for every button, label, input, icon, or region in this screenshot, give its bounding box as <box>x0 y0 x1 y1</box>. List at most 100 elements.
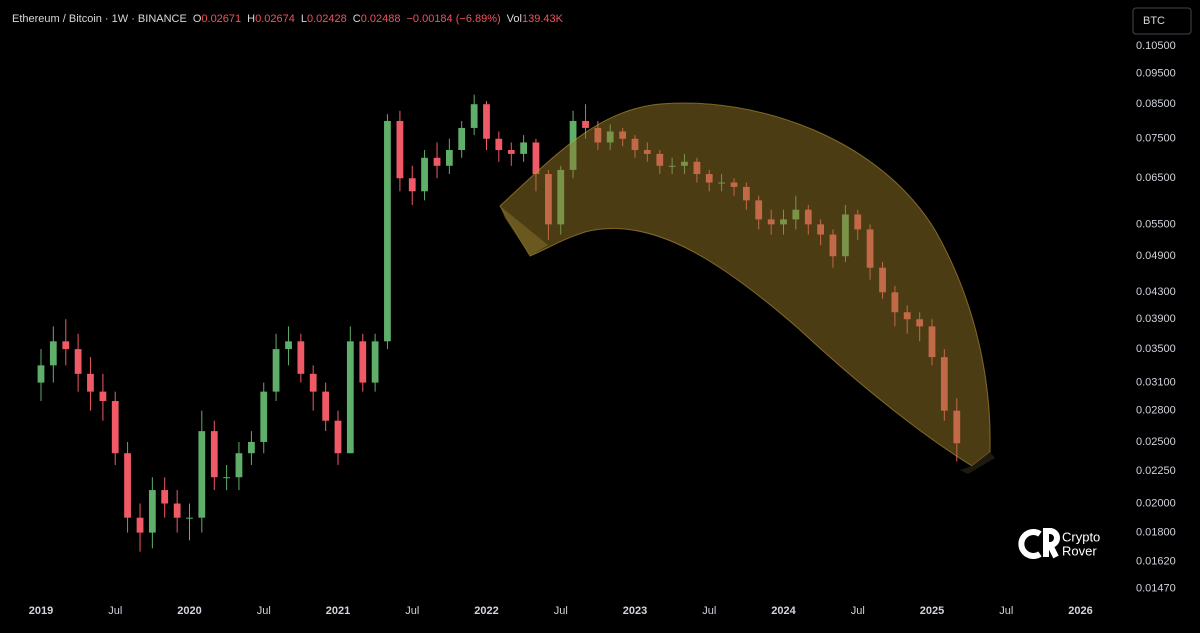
y-tick-label: 0.04900 <box>1136 250 1176 262</box>
x-tick-label: 2021 <box>326 605 350 617</box>
x-tick-label: 2023 <box>623 605 647 617</box>
logo-c <box>1018 529 1042 559</box>
candle-body <box>470 104 478 128</box>
candle-body <box>260 391 268 442</box>
x-tick-label: Jul <box>851 605 865 617</box>
candle-body <box>458 127 466 151</box>
banana-drawing <box>499 102 995 474</box>
candle-body <box>148 490 156 533</box>
y-tick-label: 0.02500 <box>1136 436 1176 448</box>
ohlc-value: 0.02488 <box>361 13 401 25</box>
ohlc-value: 0.02671 <box>201 13 241 25</box>
y-tick-label: 0.07500 <box>1136 133 1176 145</box>
y-tick-label: 0.09500 <box>1136 67 1176 79</box>
x-tick-label: Jul <box>702 605 716 617</box>
x-tick-label: Jul <box>554 605 568 617</box>
candle-body <box>111 400 119 454</box>
candle-body <box>235 453 243 478</box>
y-tick-label: 0.01800 <box>1136 527 1176 539</box>
x-tick-label: Jul <box>257 605 271 617</box>
candle-body <box>99 391 107 401</box>
change: −0.00184 (−6.89%) <box>406 13 500 25</box>
volume-label: Vol <box>507 13 522 25</box>
ohlc-value: 0.02428 <box>307 13 347 25</box>
candle-body <box>49 341 57 366</box>
candle-body <box>74 349 82 374</box>
candle-body <box>371 341 379 383</box>
y-tick-label: 0.04300 <box>1136 286 1176 298</box>
x-tick-label: Jul <box>108 605 122 617</box>
y-tick-label: 0.02000 <box>1136 497 1176 509</box>
candle-body <box>334 420 342 454</box>
y-tick-label: 0.06500 <box>1136 172 1176 184</box>
x-tick-label: 2024 <box>771 605 796 617</box>
chart-header: Ethereum / Bitcoin · 1W · BINANCE O0.0267… <box>12 13 564 25</box>
candle-body <box>297 341 305 374</box>
candle-body <box>483 104 490 139</box>
candle-body <box>87 373 94 392</box>
candle-body <box>408 178 416 192</box>
candle-body <box>248 441 255 454</box>
watermark-logo: Crypto Rover <box>1018 528 1100 559</box>
x-tick-label: 2022 <box>474 605 498 617</box>
y-tick-label: 0.10500 <box>1136 40 1176 52</box>
y-tick-label: 0.08500 <box>1136 98 1176 110</box>
candle-body <box>359 341 367 383</box>
candle-body <box>173 503 181 518</box>
candle-body <box>396 120 404 179</box>
candle-body <box>186 517 193 519</box>
candle-body <box>433 157 441 166</box>
y-tick-label: 0.05500 <box>1136 218 1176 230</box>
candle-body <box>520 142 528 154</box>
y-tick-label: 0.01470 <box>1136 582 1176 594</box>
x-tick-label: 2020 <box>177 605 201 617</box>
ohlc-label: H <box>247 13 255 25</box>
ohlc-value: 0.02674 <box>255 13 295 25</box>
watermark-text: Crypto <box>1062 529 1100 544</box>
candle-body <box>532 142 540 175</box>
candle-body <box>198 431 206 518</box>
y-tick-label: 0.01620 <box>1136 556 1176 568</box>
y-tick-label: 0.02250 <box>1136 465 1176 477</box>
candle-body <box>136 517 144 533</box>
candle-body <box>322 391 330 421</box>
candle-body <box>384 120 391 342</box>
banana-stem <box>500 206 548 256</box>
candle-body <box>272 349 280 392</box>
candle-body <box>309 373 317 392</box>
logo-r <box>1043 528 1060 559</box>
x-tick-label: Jul <box>999 605 1013 617</box>
y-tick-label: 0.03900 <box>1136 313 1176 325</box>
x-tick-label: 2026 <box>1068 605 1092 617</box>
candle-body <box>62 341 70 350</box>
candle-body <box>495 138 503 151</box>
symbol: Ethereum / Bitcoin · 1W · BINANCE <box>12 13 187 25</box>
y-tick-label: 0.03100 <box>1136 376 1176 388</box>
ohlc-label: C <box>353 13 361 25</box>
candle-body <box>124 453 131 518</box>
x-tick-label: Jul <box>405 605 419 617</box>
y-tick-label: 0.03500 <box>1136 343 1176 355</box>
candle-body <box>346 341 354 454</box>
candle-body <box>37 365 45 383</box>
candle-body <box>285 341 292 350</box>
watermark-text: Rover <box>1062 543 1097 558</box>
candle-body <box>223 477 231 479</box>
candle-body <box>582 120 589 128</box>
candle-body <box>161 490 169 504</box>
candle-body <box>421 157 428 192</box>
candle-body <box>210 431 218 478</box>
currency-box <box>1132 7 1192 35</box>
ohlc-label: L <box>301 13 307 25</box>
candle-body <box>445 150 453 166</box>
x-tick-label: 2019 <box>29 605 53 617</box>
candle-body <box>507 150 515 154</box>
x-tick-label: 2025 <box>920 605 944 617</box>
ohlc-label: O <box>193 13 202 25</box>
banana-tip <box>960 452 995 474</box>
y-tick-label: 0.02800 <box>1136 405 1176 417</box>
axes: 0.10500 0.09500 0.08500 0.07500 0.06500 0.055… <box>29 40 1176 617</box>
